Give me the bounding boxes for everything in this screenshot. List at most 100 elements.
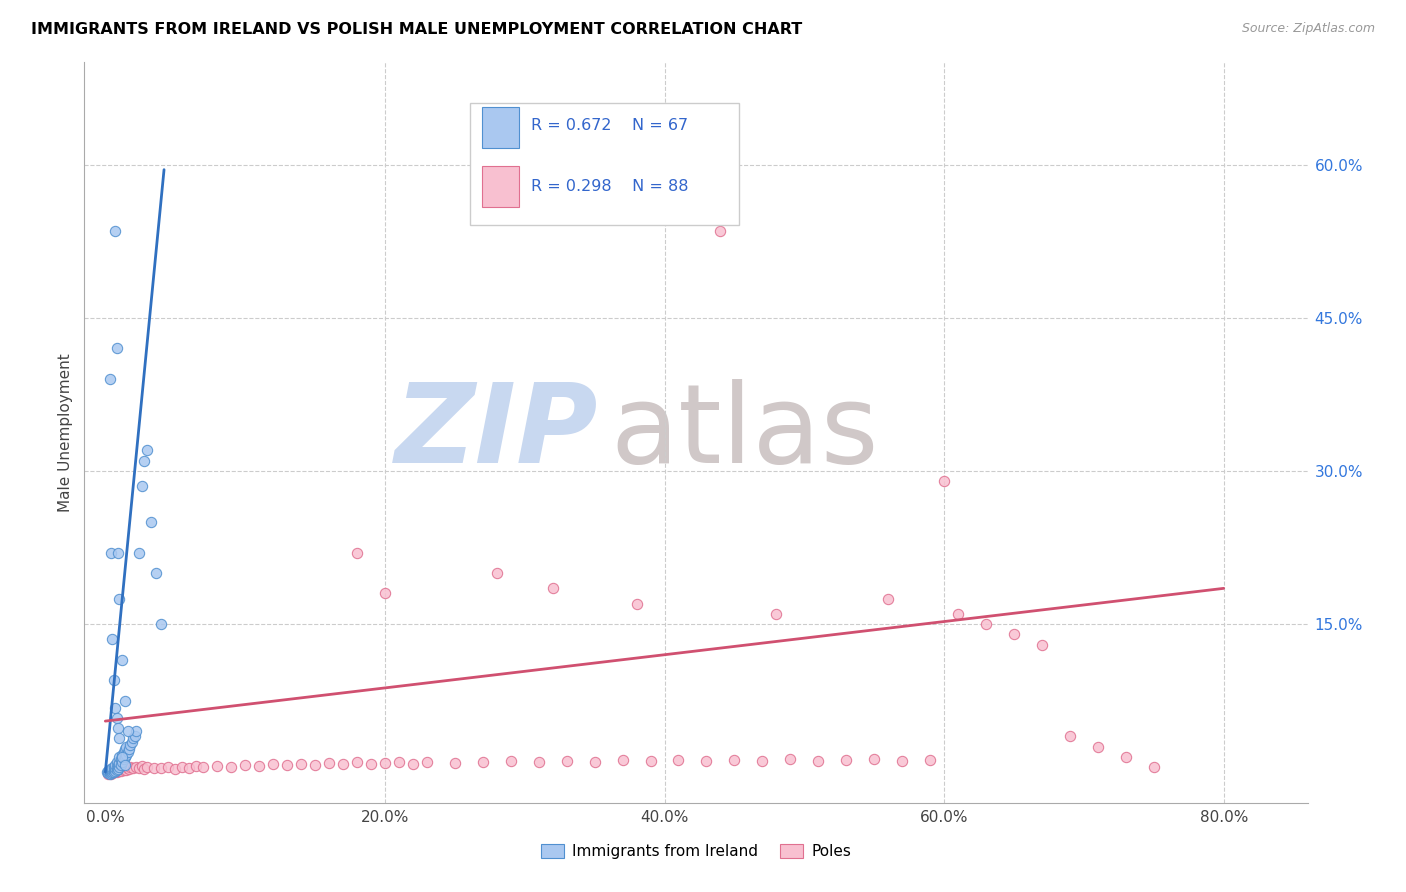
Point <box>1031 638 1053 652</box>
Point <box>443 756 465 770</box>
Point <box>555 754 578 768</box>
Point <box>136 760 159 774</box>
Point <box>141 515 163 529</box>
Point <box>1059 730 1081 744</box>
Point <box>108 591 131 606</box>
Point <box>98 372 121 386</box>
Point <box>485 566 508 580</box>
Point <box>120 738 142 752</box>
Point <box>103 765 125 780</box>
Point <box>527 755 550 769</box>
Point <box>276 758 298 772</box>
Point <box>98 767 121 781</box>
Point <box>97 766 120 780</box>
Point <box>104 762 127 776</box>
Point <box>111 747 134 762</box>
Point <box>807 754 830 768</box>
Point <box>172 760 194 774</box>
Point <box>125 760 148 774</box>
Point <box>150 761 173 775</box>
Point <box>374 756 396 770</box>
Point <box>388 755 411 769</box>
Point <box>891 754 914 768</box>
Point <box>114 761 136 775</box>
Point <box>128 546 150 560</box>
Point <box>128 761 150 775</box>
Point <box>104 224 127 238</box>
Point <box>105 760 128 774</box>
Point <box>150 617 173 632</box>
Point <box>346 755 368 769</box>
Point <box>402 756 425 771</box>
Point <box>101 761 124 775</box>
Point <box>112 752 135 766</box>
Point <box>165 762 187 776</box>
Point <box>108 760 131 774</box>
Point <box>103 760 125 774</box>
Point <box>108 763 131 777</box>
Point <box>640 754 662 768</box>
Point <box>974 617 997 632</box>
Point <box>1087 739 1109 754</box>
Point <box>612 753 634 767</box>
Point <box>108 749 131 764</box>
Point <box>105 763 128 777</box>
Point <box>360 756 382 771</box>
Point <box>114 749 136 764</box>
Point <box>111 762 134 776</box>
Point <box>117 724 139 739</box>
Point <box>117 761 139 775</box>
Point <box>416 755 439 769</box>
Point <box>709 224 731 238</box>
Y-axis label: Male Unemployment: Male Unemployment <box>58 353 73 512</box>
Point <box>108 731 131 746</box>
Point <box>111 653 134 667</box>
Point <box>779 752 801 766</box>
Point <box>115 763 138 777</box>
Point <box>219 760 242 774</box>
Point <box>105 711 128 725</box>
Point <box>318 756 340 770</box>
Point <box>107 721 129 735</box>
FancyBboxPatch shape <box>470 103 738 226</box>
Point <box>98 763 121 777</box>
Text: IMMIGRANTS FROM IRELAND VS POLISH MALE UNEMPLOYMENT CORRELATION CHART: IMMIGRANTS FROM IRELAND VS POLISH MALE U… <box>31 22 803 37</box>
Text: R = 0.298    N = 88: R = 0.298 N = 88 <box>531 178 689 194</box>
Point <box>626 597 648 611</box>
Point <box>143 761 166 775</box>
Text: Source: ZipAtlas.com: Source: ZipAtlas.com <box>1241 22 1375 36</box>
Point <box>107 764 129 779</box>
FancyBboxPatch shape <box>482 166 519 207</box>
Point <box>100 546 122 560</box>
Point <box>100 762 122 776</box>
Point <box>105 342 128 356</box>
Point <box>104 761 127 775</box>
Point <box>103 762 125 776</box>
Point <box>290 756 312 771</box>
Point <box>346 546 368 560</box>
Point <box>835 753 858 767</box>
Point <box>100 765 122 780</box>
Point <box>186 759 208 773</box>
Point <box>134 453 156 467</box>
Point <box>131 759 153 773</box>
Text: atlas: atlas <box>610 379 879 486</box>
Point <box>932 474 955 488</box>
Point <box>97 764 120 779</box>
Point <box>157 760 180 774</box>
Point <box>1002 627 1025 641</box>
Point <box>103 765 125 780</box>
Point <box>114 741 136 756</box>
Point <box>103 673 125 688</box>
Point <box>179 761 201 775</box>
Point <box>131 479 153 493</box>
Point <box>98 764 121 779</box>
Point <box>134 762 156 776</box>
Point <box>107 762 129 776</box>
Point <box>105 765 128 780</box>
Point <box>765 607 787 621</box>
Point <box>121 734 143 748</box>
Point <box>1115 749 1137 764</box>
Point <box>112 763 135 777</box>
Point <box>111 755 134 769</box>
